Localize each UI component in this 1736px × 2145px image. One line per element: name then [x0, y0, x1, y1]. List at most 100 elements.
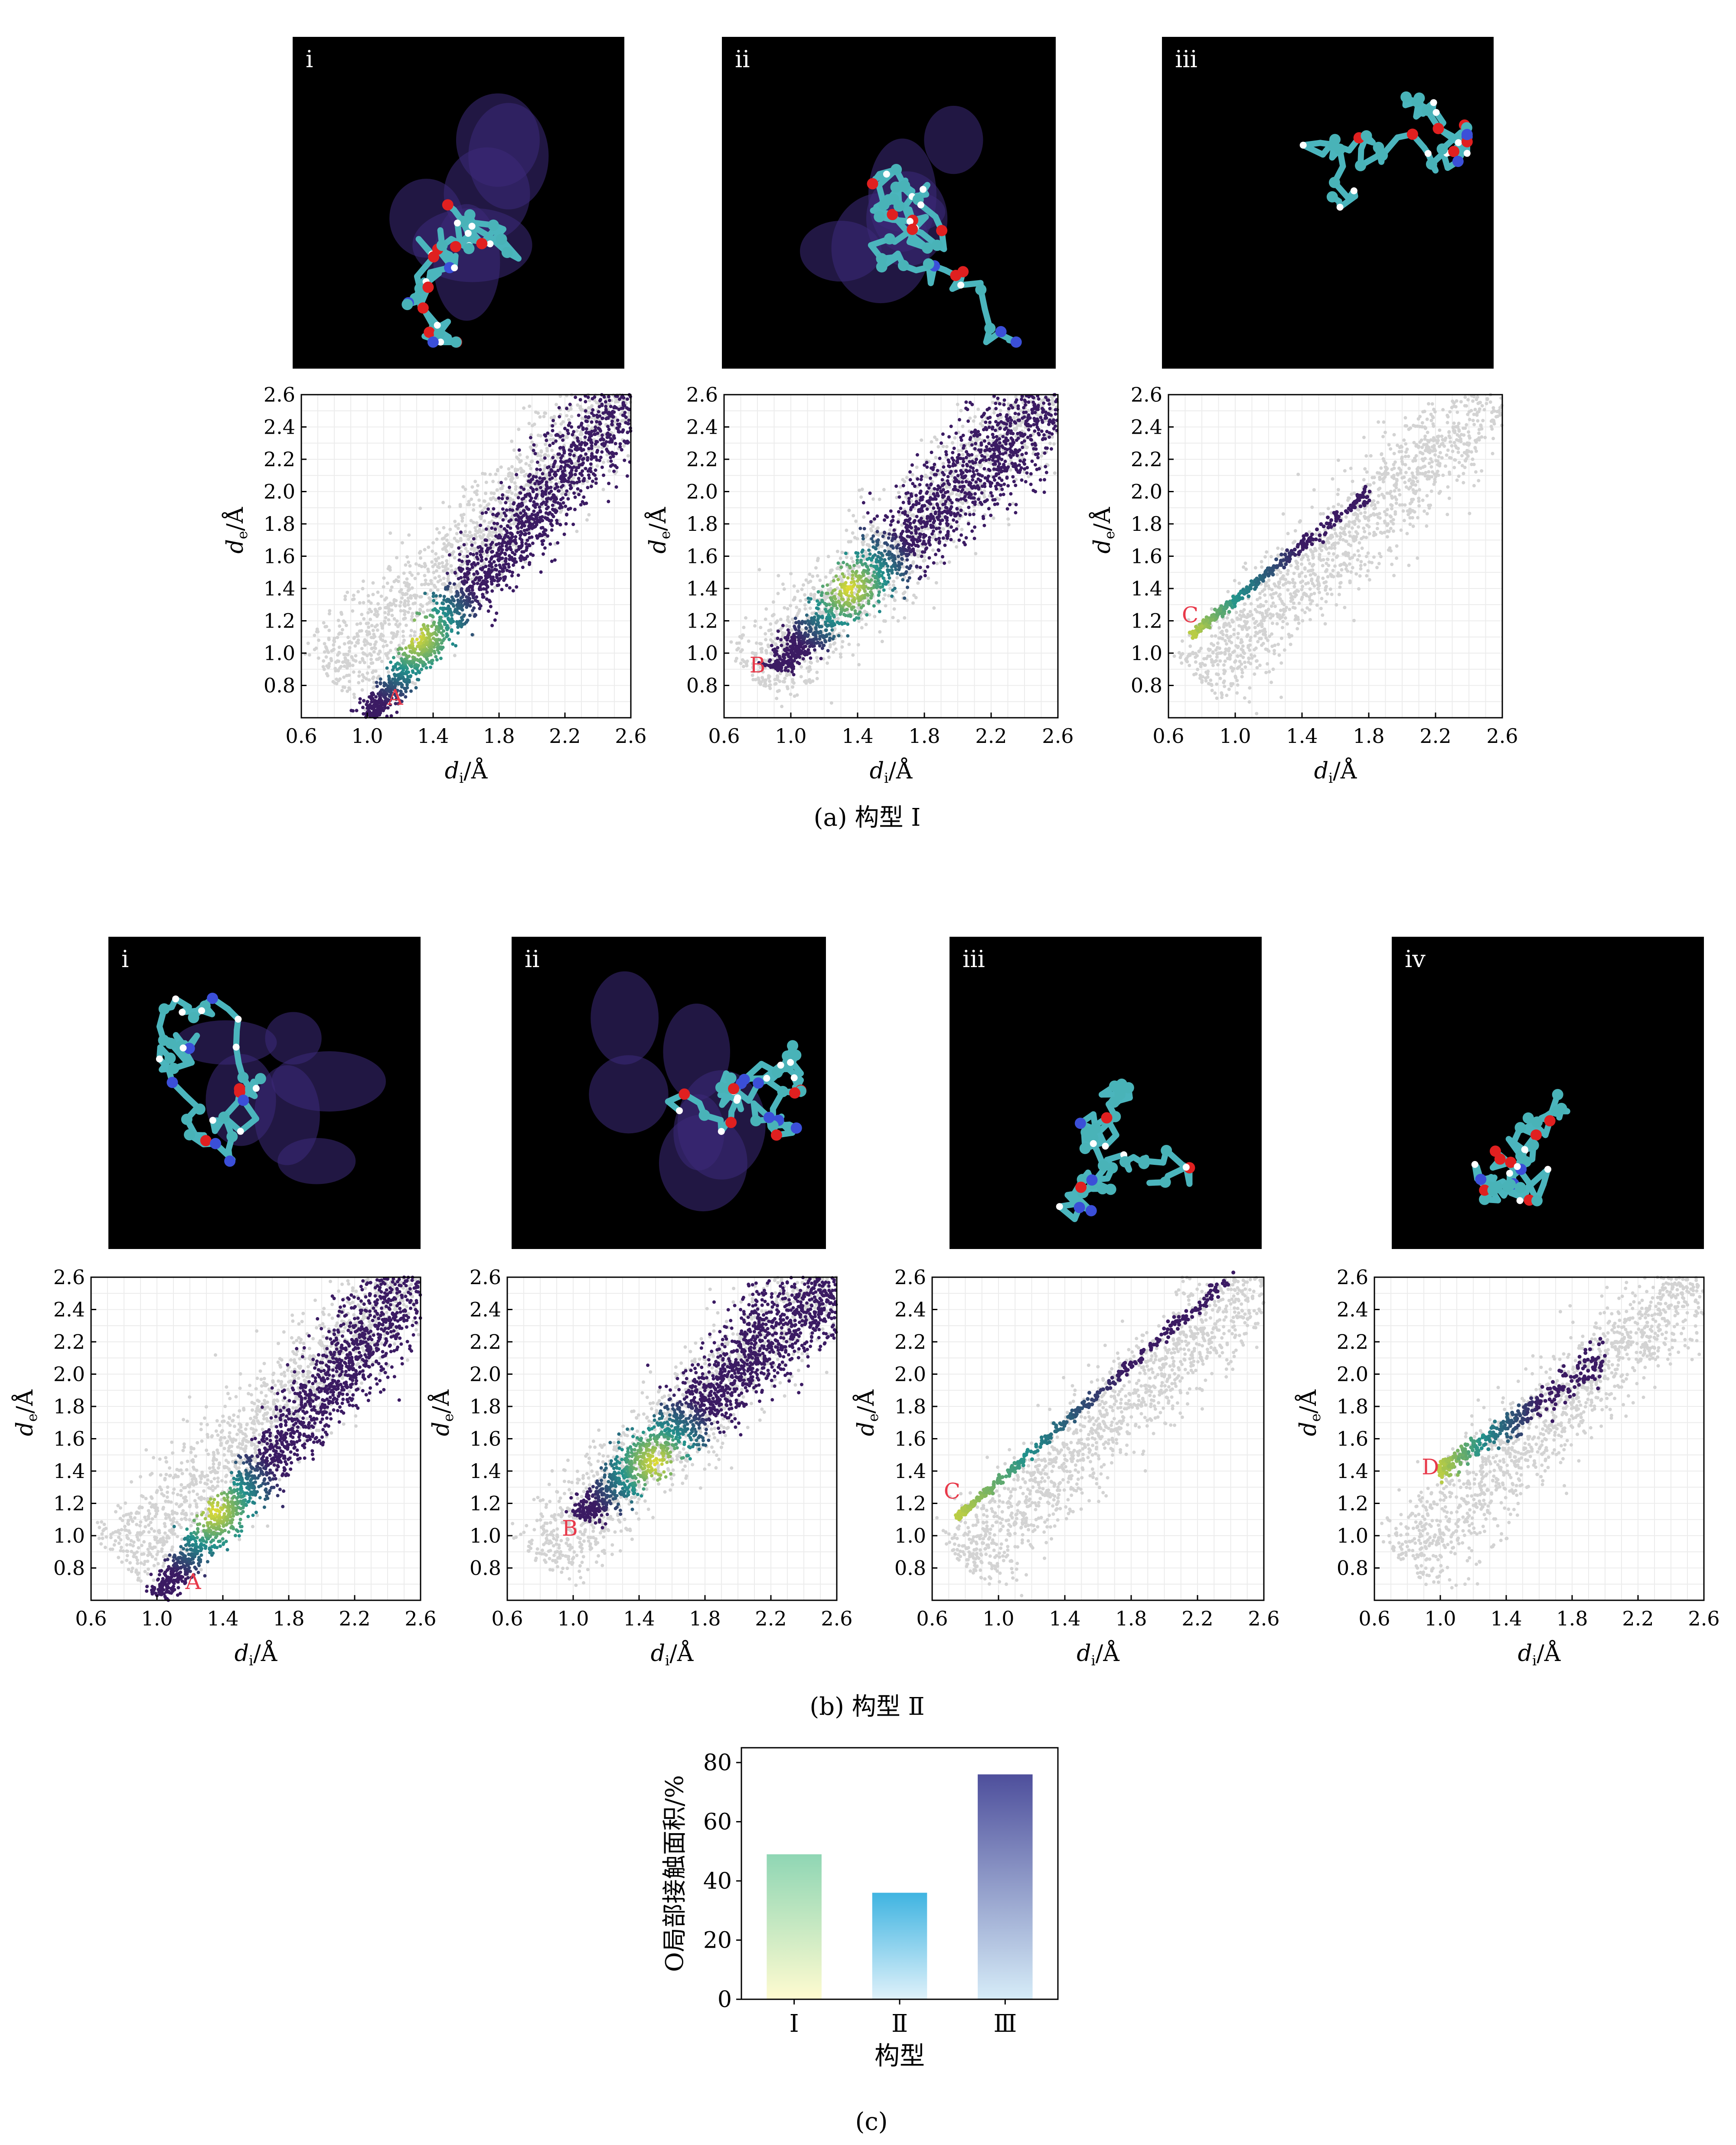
point	[473, 613, 477, 616]
molecule-panel: i	[108, 937, 421, 1249]
point	[606, 433, 610, 437]
point	[356, 622, 359, 626]
point	[742, 665, 745, 668]
point	[515, 473, 518, 476]
atom	[1556, 1103, 1567, 1114]
point	[815, 656, 819, 659]
point	[462, 582, 466, 586]
point	[489, 557, 493, 561]
point	[561, 484, 565, 487]
point	[834, 647, 838, 651]
point	[464, 547, 467, 550]
atom	[922, 242, 933, 254]
point	[1052, 403, 1055, 406]
point	[386, 582, 389, 585]
point	[444, 549, 448, 552]
point	[327, 662, 331, 665]
point	[515, 455, 519, 459]
point	[327, 629, 331, 632]
point	[405, 577, 409, 581]
point	[343, 595, 347, 598]
point	[561, 434, 565, 438]
point	[403, 652, 406, 655]
point	[404, 695, 407, 699]
point	[490, 550, 493, 554]
point	[447, 638, 451, 641]
point	[354, 654, 357, 657]
atom	[1328, 139, 1339, 150]
point	[383, 621, 387, 625]
atom	[771, 1129, 782, 1141]
point	[407, 611, 410, 614]
point	[564, 493, 568, 496]
point	[473, 480, 477, 483]
point	[852, 514, 855, 517]
point	[755, 641, 758, 645]
point	[973, 415, 977, 419]
point	[551, 424, 554, 428]
point	[769, 683, 772, 687]
point	[522, 497, 525, 500]
point	[565, 436, 569, 439]
point	[395, 579, 398, 582]
atom	[1528, 1140, 1539, 1151]
point	[543, 546, 547, 550]
point	[510, 574, 514, 578]
point	[557, 489, 560, 493]
point	[577, 477, 581, 480]
point	[783, 587, 786, 591]
atom	[1523, 1112, 1534, 1124]
point	[799, 675, 803, 678]
point	[462, 615, 465, 618]
point	[412, 661, 415, 664]
point	[480, 559, 483, 562]
point	[349, 709, 353, 712]
atom	[1552, 1089, 1563, 1100]
point	[396, 625, 400, 628]
point	[342, 685, 345, 689]
y-axis-label: de/Å	[222, 507, 251, 554]
point	[446, 626, 450, 630]
atom	[188, 1012, 199, 1023]
point	[846, 569, 850, 572]
atom	[210, 1138, 221, 1149]
atom	[957, 281, 964, 288]
point	[399, 601, 403, 604]
point	[398, 662, 401, 666]
point	[497, 553, 501, 557]
y-tick-label: 0.8	[264, 674, 295, 697]
point	[619, 442, 622, 446]
point	[423, 592, 427, 595]
point	[486, 554, 489, 557]
point	[539, 450, 543, 454]
point	[446, 634, 449, 638]
point	[796, 589, 799, 593]
point	[511, 535, 514, 539]
point	[942, 462, 945, 465]
point	[591, 480, 594, 483]
point	[462, 495, 466, 498]
point	[539, 486, 542, 489]
point	[426, 608, 429, 612]
point	[513, 513, 516, 517]
atom	[725, 1117, 737, 1128]
point	[489, 543, 493, 546]
point	[397, 575, 400, 579]
point	[519, 459, 523, 463]
point	[487, 609, 490, 613]
point	[324, 655, 328, 659]
point	[495, 611, 498, 615]
point	[851, 531, 855, 535]
point	[401, 641, 405, 645]
point	[552, 515, 555, 518]
atom	[1337, 204, 1344, 211]
point	[470, 519, 473, 523]
point	[425, 648, 428, 651]
point	[529, 499, 532, 502]
point	[480, 581, 484, 585]
point	[572, 430, 575, 433]
atom	[424, 327, 435, 338]
point	[899, 485, 902, 489]
point	[876, 526, 880, 530]
